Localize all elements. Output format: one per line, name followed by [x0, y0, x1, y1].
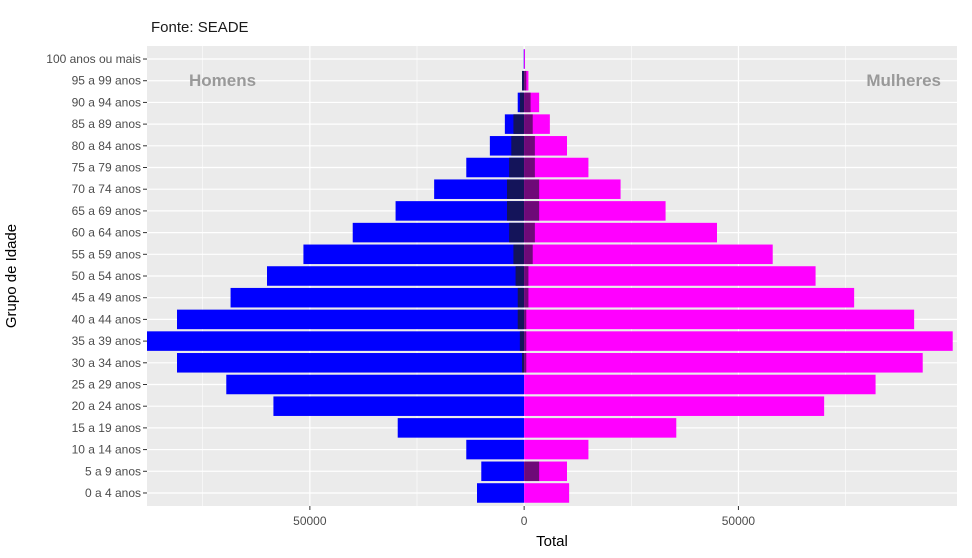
bar-homens — [466, 439, 525, 460]
y-tick-label: 30 a 34 anos — [72, 356, 141, 370]
bar-overlay-mulheres — [524, 201, 540, 221]
bar-mulheres — [524, 374, 876, 395]
bar-homens — [273, 396, 525, 416]
bar-mulheres — [524, 396, 825, 416]
bar-mulheres — [524, 418, 677, 438]
bar-overlay-homens — [509, 222, 525, 243]
y-tick-label: 90 a 94 anos — [72, 95, 141, 109]
bar-overlay-mulheres — [524, 114, 533, 134]
bar-homens — [177, 353, 525, 373]
y-tick-label: 60 a 64 anos — [72, 226, 141, 240]
bar-mulheres — [524, 331, 953, 351]
bar-overlay-mulheres — [524, 331, 527, 351]
bar-overlay-mulheres — [524, 70, 527, 91]
bar-overlay-homens — [507, 179, 525, 199]
bar-overlay-homens — [522, 70, 525, 91]
y-tick-label: 0 a 4 anos — [85, 486, 141, 500]
bar-homens — [395, 201, 525, 221]
annotation-homens: Homens — [189, 71, 256, 90]
bar-homens — [177, 309, 525, 330]
bar-overlay-mulheres — [524, 461, 540, 482]
bar-mulheres — [524, 222, 717, 243]
bar-homens — [230, 287, 525, 308]
annotation-mulheres: Mulheres — [866, 71, 941, 90]
y-tick-label: 35 a 39 anos — [72, 334, 141, 348]
y-axis-title: Grupo de Idade — [3, 224, 20, 328]
x-tick-label: 50000 — [722, 514, 756, 528]
y-tick-label: 75 a 79 anos — [72, 161, 141, 175]
bar-mulheres — [524, 483, 570, 503]
bar-overlay-homens — [507, 201, 525, 221]
bar-homens — [226, 374, 525, 395]
y-tick-label: 5 a 9 anos — [85, 464, 141, 478]
bar-homens — [267, 266, 525, 286]
x-axis-title: Total — [536, 533, 568, 550]
bar-homens — [523, 49, 525, 69]
bar-mulheres — [524, 439, 589, 460]
y-tick-label: 65 a 69 anos — [72, 204, 141, 218]
bar-mulheres — [524, 49, 525, 69]
bar-overlay-homens — [519, 331, 525, 351]
bar-mulheres — [524, 201, 666, 221]
bar-overlay-mulheres — [524, 353, 527, 373]
bar-overlay-homens — [513, 244, 525, 265]
y-tick-label: 40 a 44 anos — [72, 312, 141, 326]
bar-overlay-mulheres — [524, 309, 527, 330]
bar-mulheres — [524, 244, 773, 265]
bar-mulheres — [524, 179, 621, 199]
bar-overlay-homens — [509, 157, 525, 178]
bar-overlay-homens — [511, 136, 525, 156]
bar-overlay-mulheres — [524, 266, 529, 286]
bar-mulheres — [524, 309, 915, 330]
bar-overlay-mulheres — [524, 92, 531, 113]
y-tick-label: 50 a 54 anos — [72, 269, 141, 283]
y-tick-label: 85 a 89 anos — [72, 117, 141, 131]
bar-overlay-homens — [515, 266, 525, 286]
bar-homens — [477, 483, 525, 503]
x-tick-label: 0 — [521, 514, 528, 528]
y-tick-label: 70 a 74 anos — [72, 182, 141, 196]
chart-caption: Fonte: SEADE — [151, 19, 249, 36]
bar-overlay-mulheres — [524, 157, 535, 178]
bar-homens — [352, 222, 525, 243]
bar-mulheres — [524, 287, 855, 308]
bar-mulheres — [524, 266, 816, 286]
bar-homens — [303, 244, 525, 265]
bar-overlay-mulheres — [524, 179, 540, 199]
bar-overlay-mulheres — [524, 136, 535, 156]
bar-overlay-mulheres — [524, 287, 529, 308]
y-tick-label: 45 a 49 anos — [72, 291, 141, 305]
bar-overlay-homens — [522, 353, 525, 373]
y-tick-label: 20 a 24 anos — [72, 399, 141, 413]
bar-homens — [147, 331, 525, 351]
bar-overlay-mulheres — [524, 222, 535, 243]
bar-overlay-homens — [513, 114, 525, 134]
y-tick-label: 55 a 59 anos — [72, 247, 141, 261]
bar-mulheres — [524, 157, 589, 178]
x-tick-label: 50000 — [293, 514, 327, 528]
y-tick-label: 25 a 29 anos — [72, 377, 141, 391]
bar-overlay-homens — [517, 287, 525, 308]
y-tick-label: 95 a 99 anos — [72, 74, 141, 88]
bar-mulheres — [524, 353, 923, 373]
y-tick-label: 100 anos ou mais — [46, 52, 141, 66]
bar-overlay-homens — [517, 309, 525, 330]
bar-homens — [481, 461, 525, 482]
y-tick-label: 10 a 14 anos — [72, 443, 141, 457]
y-tick-label: 15 a 19 anos — [72, 421, 141, 435]
bar-overlay-mulheres — [524, 244, 533, 265]
bar-homens — [434, 179, 525, 199]
y-tick-label: 80 a 84 anos — [72, 139, 141, 153]
bar-overlay-homens — [519, 92, 525, 113]
bar-homens — [397, 418, 525, 438]
